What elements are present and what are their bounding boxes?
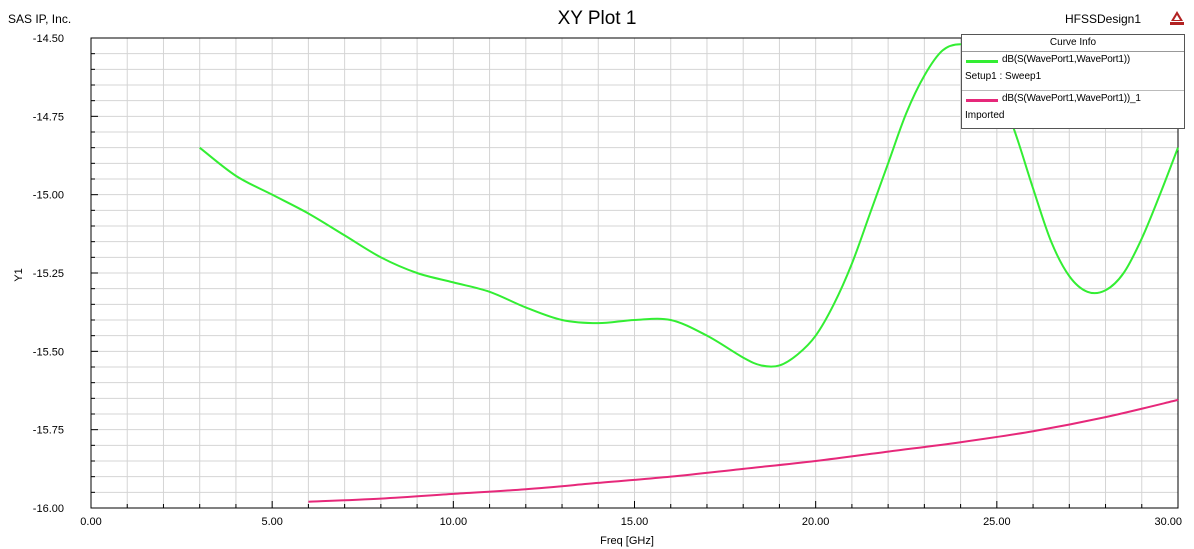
y-tick-label: -15.75 — [33, 425, 64, 437]
y-tick-label: -15.50 — [33, 346, 64, 358]
x-axis-label: Freq [GHz] — [600, 535, 654, 547]
y-tick-label: -14.75 — [33, 111, 64, 123]
y-tick-label: -14.50 — [33, 33, 64, 45]
company-label: SAS IP, Inc. — [8, 12, 72, 26]
series-layer — [199, 43, 1179, 503]
legend-series-name: dB(S(WavePort1,WavePort1))_1 — [1002, 93, 1141, 104]
x-tick-label: 0.00 — [80, 516, 101, 528]
legend-swatch — [966, 99, 998, 102]
y-tick-label: -16.00 — [33, 503, 64, 515]
y-axis-label: Y1 — [13, 268, 25, 281]
legend-title: Curve Info — [962, 35, 1184, 52]
x-tick-label: 15.00 — [621, 516, 649, 528]
x-tick-label: 10.00 — [440, 516, 468, 528]
legend-series-source: Setup1 : Sweep1 — [965, 71, 1042, 82]
y-tick-label: -15.00 — [33, 190, 64, 202]
legend[interactable]: Curve Info dB(S(WavePort1,WavePort1)) Se… — [961, 34, 1185, 129]
ansoft-logo-icon — [1170, 11, 1184, 25]
series-line-1[interactable] — [199, 43, 1179, 368]
series-line-2[interactable] — [308, 398, 1179, 503]
x-tick-label: 5.00 — [261, 516, 282, 528]
legend-swatch — [966, 60, 998, 63]
tick-labels: 0.00 5.00 10.00 15.00 20.00 25.00 30.00 -14.50 -… — [33, 33, 1182, 528]
legend-entry[interactable]: dB(S(WavePort1,WavePort1)) Setup1 : Swee… — [962, 52, 1184, 91]
grid — [90, 37, 1179, 509]
legend-entry[interactable]: dB(S(WavePort1,WavePort1))_1 Imported — [962, 91, 1184, 129]
legend-series-source: Imported — [965, 110, 1005, 121]
design-label: HFSSDesign1 — [1065, 12, 1142, 26]
x-tick-label: 20.00 — [802, 516, 830, 528]
x-tick-label: 25.00 — [983, 516, 1011, 528]
tick-marks — [90, 37, 1179, 509]
legend-series-name: dB(S(WavePort1,WavePort1)) — [1002, 54, 1130, 65]
x-tick-label: 30.00 — [1154, 516, 1182, 528]
y-tick-label: -15.25 — [33, 268, 64, 280]
chart-title: XY Plot 1 — [557, 8, 637, 29]
